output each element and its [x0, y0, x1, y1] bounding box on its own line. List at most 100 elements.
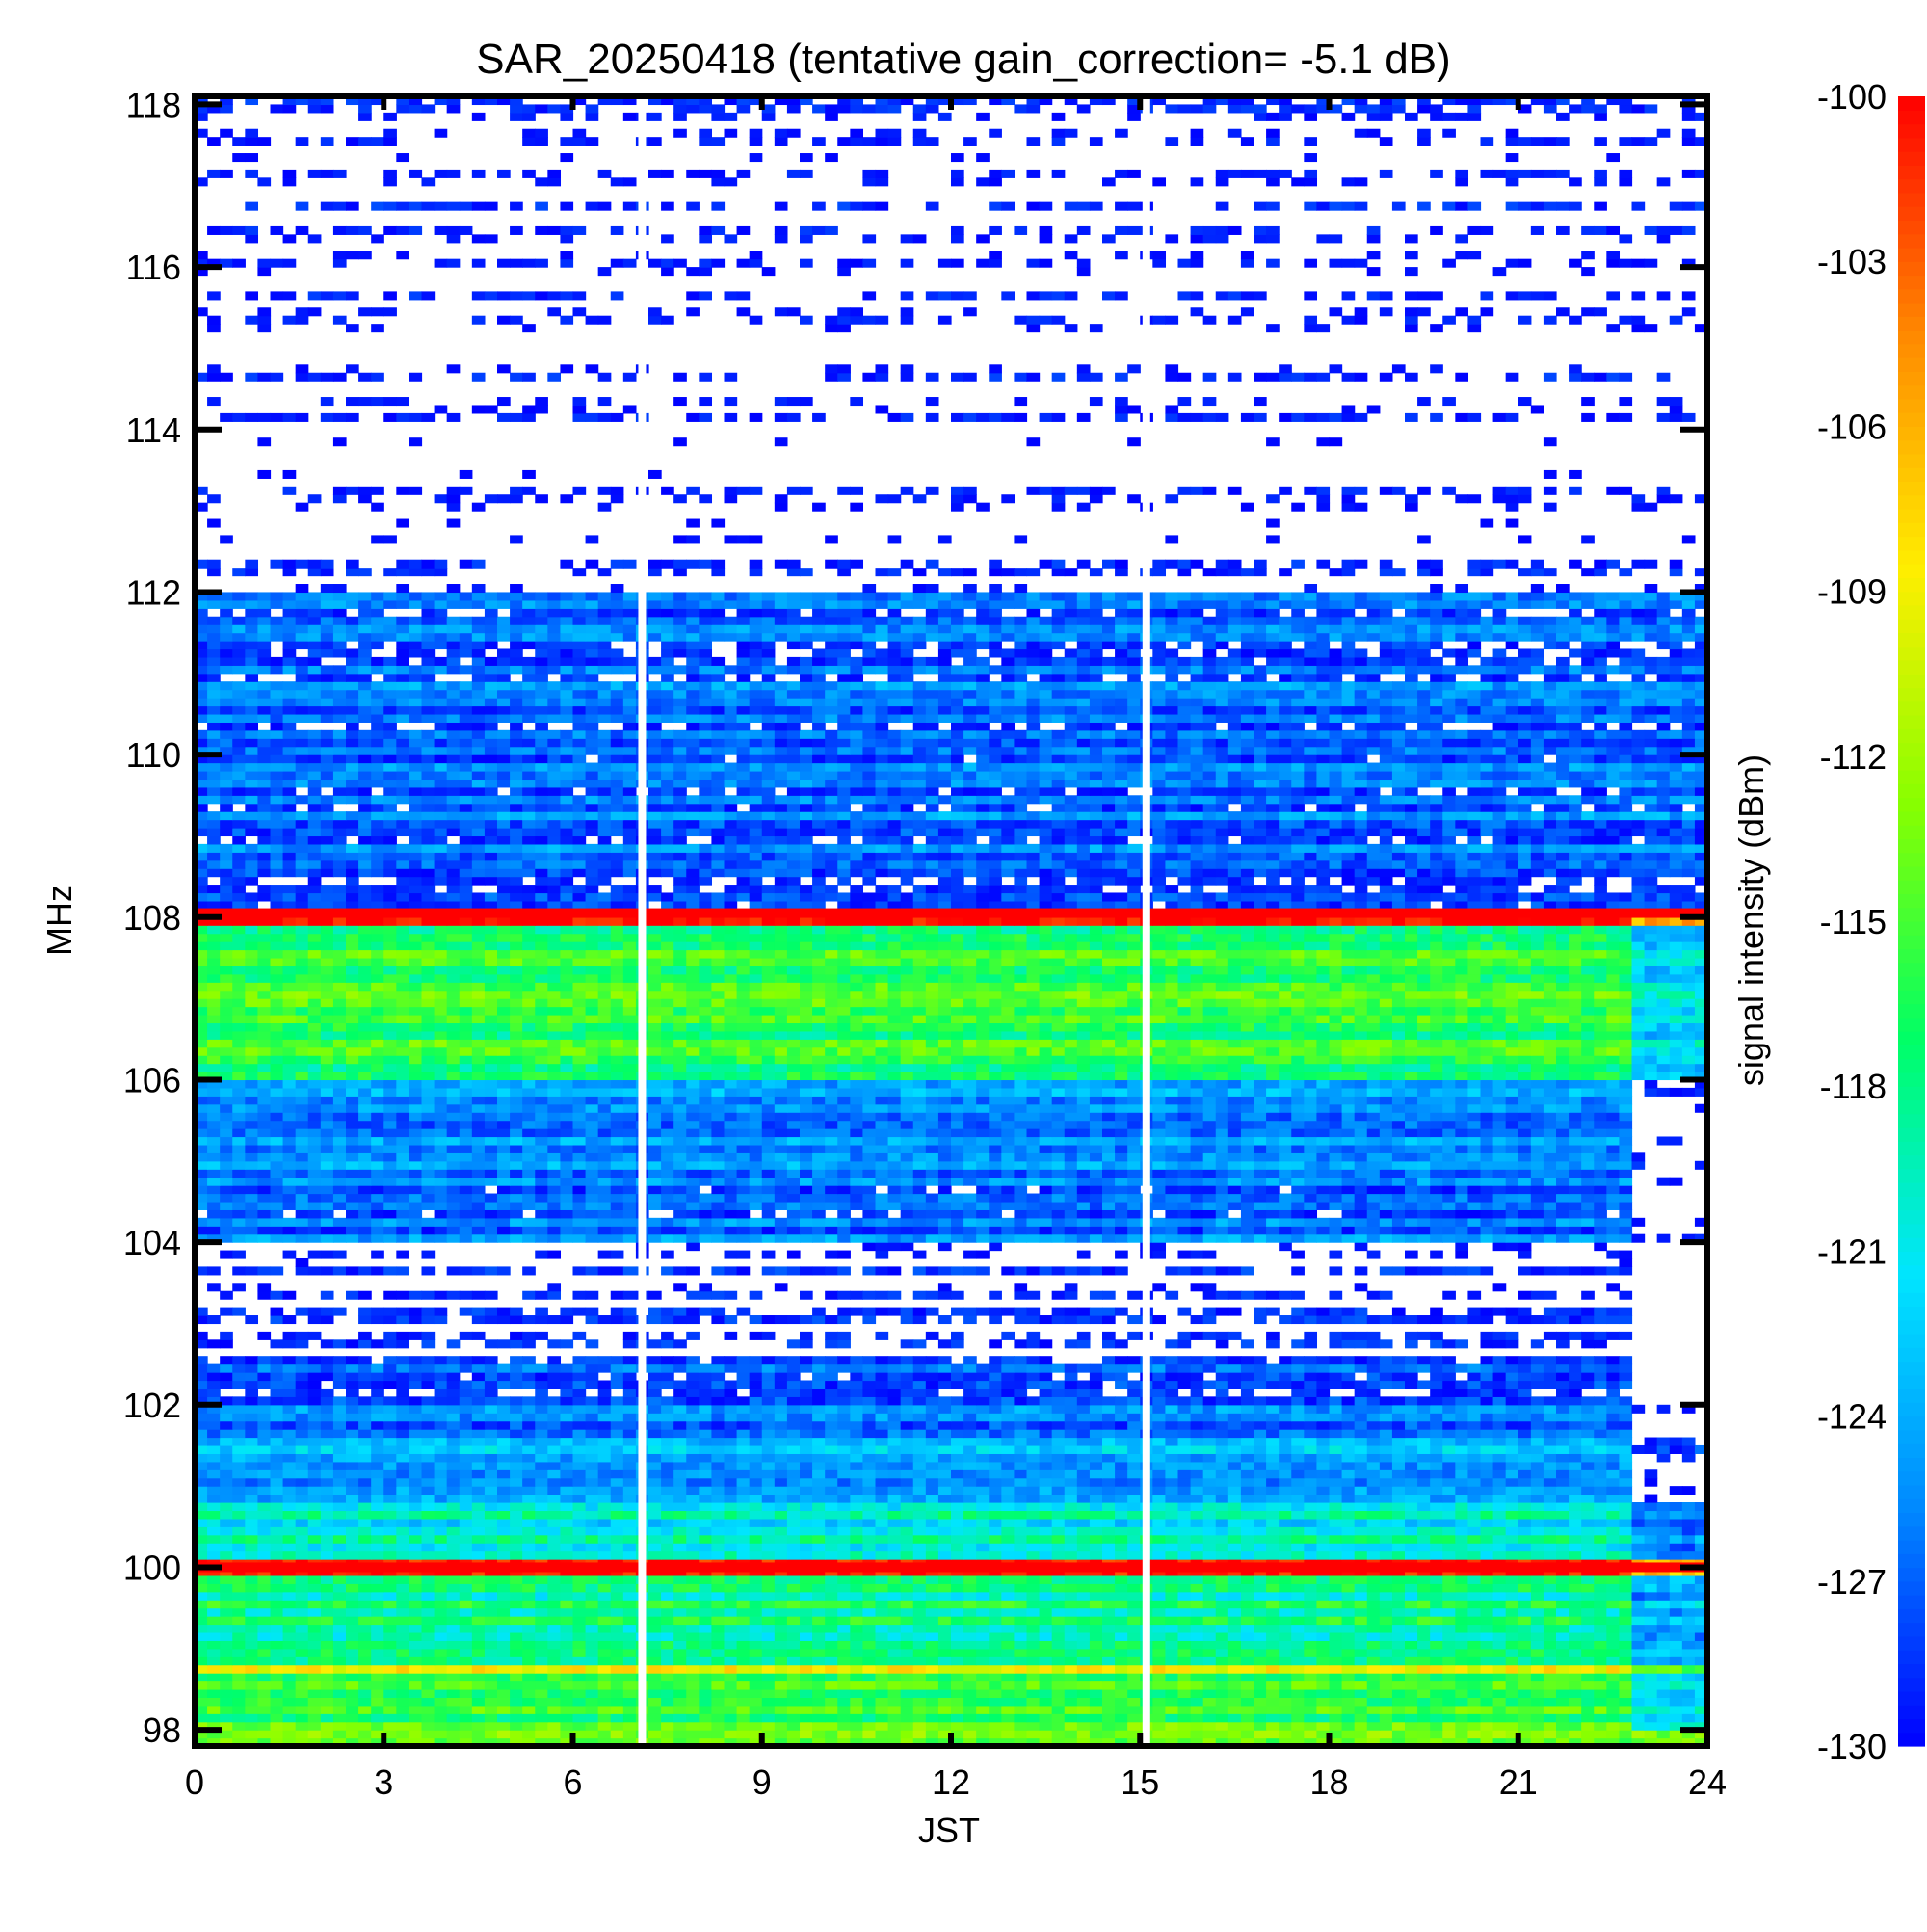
heatmap-cell — [409, 1510, 423, 1520]
heatmap-cell — [371, 1681, 384, 1690]
heatmap-cell — [1467, 1697, 1482, 1707]
heatmap-cell — [346, 1705, 359, 1714]
heatmap-cell — [510, 1486, 523, 1495]
heatmap-cell — [1026, 1518, 1041, 1527]
heatmap-cell — [1039, 1616, 1053, 1626]
heatmap-cell — [1190, 1664, 1204, 1674]
heatmap-cell — [862, 1713, 877, 1723]
heatmap-cell — [875, 1404, 889, 1414]
heatmap-cell — [282, 1453, 297, 1463]
heatmap-cell — [1581, 1453, 1595, 1463]
heatmap-cell — [421, 1510, 436, 1520]
heatmap-cell — [736, 1510, 751, 1520]
heatmap-cell — [837, 1437, 851, 1446]
heatmap-cell — [383, 1607, 397, 1617]
heatmap-cell — [976, 1502, 990, 1512]
heatmap-cell — [1329, 1502, 1343, 1512]
heatmap-cell — [1089, 1543, 1103, 1552]
heatmap-cell — [1127, 1534, 1141, 1544]
heatmap-cell — [1467, 1583, 1482, 1593]
heatmap-cell — [1442, 1510, 1456, 1520]
heatmap-cell — [1026, 1624, 1041, 1633]
heatmap-cell — [1480, 1518, 1494, 1527]
heatmap-cell — [1467, 1413, 1482, 1422]
heatmap-cell — [585, 1575, 599, 1584]
heatmap-cell — [307, 1631, 322, 1641]
heatmap-cell — [1254, 1721, 1267, 1731]
heatmap-cell — [825, 1721, 838, 1731]
heatmap-cell — [1594, 1591, 1607, 1601]
heatmap-cell — [1039, 1664, 1053, 1674]
heatmap-cell — [761, 1624, 776, 1633]
heatmap-cell — [786, 1429, 801, 1439]
heatmap-cell — [976, 1591, 990, 1601]
heatmap-cell — [1694, 1624, 1708, 1633]
heatmap-cell — [951, 1648, 964, 1657]
heatmap-cell — [989, 1575, 1002, 1584]
heatmap-cell — [1480, 1437, 1494, 1446]
heatmap-cell — [724, 1721, 738, 1731]
heatmap-cell — [1291, 1721, 1305, 1731]
heatmap-cell — [1492, 1697, 1507, 1707]
heatmap-cell — [1266, 1640, 1280, 1650]
heatmap-cell — [1115, 1420, 1128, 1430]
heatmap-cell — [1102, 1477, 1116, 1487]
heatmap-cell — [1480, 1444, 1494, 1454]
heatmap-cell — [1480, 1534, 1494, 1544]
heatmap-cell — [1430, 1550, 1443, 1560]
heatmap-cell — [1405, 1444, 1418, 1454]
heatmap-cell — [989, 1591, 1002, 1601]
heatmap-cell — [421, 1648, 436, 1657]
heatmap-cell — [1417, 1550, 1431, 1560]
heatmap-cell — [1354, 1477, 1368, 1487]
heatmap-cell — [761, 1550, 776, 1560]
heatmap-cell — [1102, 1502, 1116, 1512]
heatmap-cell — [320, 1600, 334, 1609]
heatmap-cell — [1304, 1681, 1318, 1690]
heatmap-cell — [396, 1420, 410, 1430]
heatmap-cell — [774, 1737, 788, 1747]
heatmap-cell — [1391, 1656, 1406, 1666]
heatmap-cell — [812, 1631, 826, 1641]
heatmap-cell — [1694, 1681, 1708, 1690]
heatmap-cell — [661, 1550, 674, 1560]
heatmap-cell — [1341, 1631, 1356, 1641]
heatmap-cell — [535, 1477, 548, 1487]
heatmap-cell — [1366, 1534, 1381, 1544]
heatmap-cell — [1543, 1656, 1557, 1666]
heatmap-cell — [900, 1420, 914, 1430]
heatmap-cell — [774, 1550, 788, 1560]
heatmap-cell — [1089, 1453, 1103, 1463]
heatmap-cell — [887, 1688, 902, 1698]
heatmap-cell — [1202, 1737, 1217, 1747]
heatmap-cell — [800, 1688, 813, 1698]
heatmap-cell — [774, 1469, 788, 1479]
heatmap-cell — [295, 1477, 309, 1487]
heatmap-cell — [497, 1494, 511, 1503]
heatmap-cell — [560, 1713, 574, 1723]
heatmap-cell — [1291, 1543, 1305, 1552]
heatmap-cell — [421, 1494, 436, 1503]
heatmap-cell — [1619, 1591, 1633, 1601]
heatmap-cell — [1102, 1444, 1116, 1454]
heatmap-cell — [774, 1640, 788, 1650]
heatmap-cell — [434, 1502, 448, 1512]
heatmap-cell — [900, 1697, 914, 1707]
heatmap-cell — [1341, 1510, 1356, 1520]
heatmap-cell — [421, 1664, 436, 1674]
heatmap-cell — [825, 1681, 838, 1690]
heatmap-cell — [1619, 1543, 1633, 1552]
heatmap-cell — [295, 1486, 309, 1495]
heatmap-cell — [1316, 1591, 1331, 1601]
heatmap-cell — [320, 1444, 334, 1454]
heatmap-cell — [925, 1681, 939, 1690]
heatmap-cell — [1316, 1486, 1331, 1495]
heatmap-cell — [1014, 1437, 1028, 1446]
heatmap-cell — [1001, 1705, 1016, 1714]
heatmap-cell — [1127, 1453, 1141, 1463]
heatmap-cell — [220, 1688, 233, 1698]
heatmap-cell — [786, 1673, 801, 1682]
heatmap-cell — [1556, 1713, 1570, 1723]
heatmap-cell — [989, 1494, 1002, 1503]
heatmap-cell — [1127, 1575, 1141, 1584]
